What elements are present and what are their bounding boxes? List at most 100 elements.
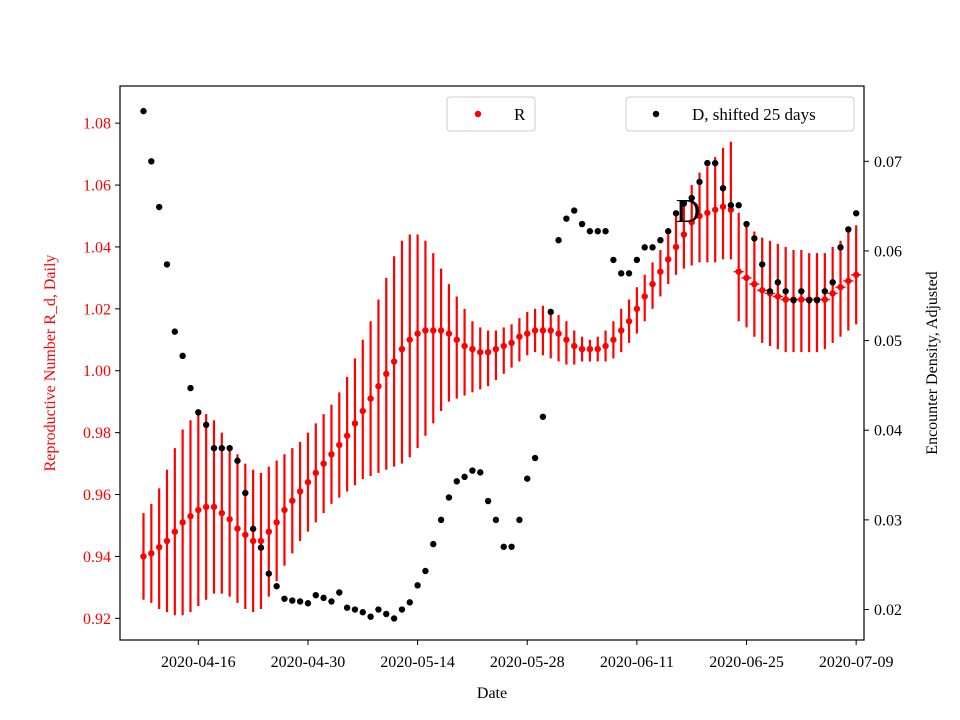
d-point <box>594 228 601 235</box>
d-point <box>234 457 241 464</box>
d-point <box>320 594 327 602</box>
r-point <box>633 305 641 313</box>
legend-r-label: R <box>514 105 526 124</box>
d-point <box>657 236 664 244</box>
d-point <box>610 256 617 264</box>
r-point <box>375 383 382 390</box>
r-point <box>202 503 210 511</box>
r-point <box>273 519 280 526</box>
r-point <box>727 206 735 213</box>
d-point <box>641 244 648 251</box>
x-axis-label: Date <box>477 685 507 702</box>
d-point <box>281 595 288 602</box>
r-point <box>743 274 750 282</box>
r-point <box>477 348 484 356</box>
y-left-tick-label: 0.94 <box>83 549 111 566</box>
y-axis-right: 0.02 0.03 0.04 0.05 0.06 0.07 <box>864 154 902 619</box>
r-point <box>210 503 218 511</box>
r-point <box>367 395 374 402</box>
r-point <box>265 528 272 535</box>
r-point <box>195 506 202 514</box>
r-point <box>234 525 241 532</box>
r-point <box>312 469 319 477</box>
d-point <box>578 220 586 228</box>
r-point <box>289 497 296 504</box>
r-point <box>179 519 186 526</box>
y-left-tick-label: 0.92 <box>83 611 111 628</box>
r-point <box>461 342 468 350</box>
r-point <box>594 345 601 353</box>
r-point <box>163 537 171 545</box>
annotation-d: D <box>676 193 701 230</box>
d-point <box>618 270 625 277</box>
d-point <box>531 454 539 462</box>
d-series-layer <box>140 107 860 622</box>
x-axis: 2020-04-16 2020-04-30 2020-05-14 2020-05-28… <box>161 640 893 671</box>
d-point <box>798 288 805 295</box>
y-right-tick-label: 0.07 <box>874 154 902 171</box>
r-point <box>758 287 766 294</box>
x-tick-label: 2020-05-14 <box>380 654 455 671</box>
d-point <box>477 469 484 476</box>
d-point <box>766 288 774 295</box>
d-point <box>249 525 257 533</box>
d-point <box>304 600 312 607</box>
r-point <box>688 218 695 226</box>
r-point <box>320 460 327 467</box>
d-point <box>633 256 641 264</box>
r-point <box>406 336 413 343</box>
x-tick-label: 2020-06-25 <box>709 654 784 671</box>
d-point <box>406 599 413 606</box>
r-point <box>618 327 625 334</box>
r-point <box>531 327 539 334</box>
r-point <box>516 333 523 340</box>
y-right-tick-label: 0.05 <box>874 333 902 350</box>
plot-frame <box>119 85 865 641</box>
legend-d-label: D, shifted 25 days <box>692 105 816 124</box>
d-point <box>430 540 437 548</box>
r-point <box>547 327 554 334</box>
d-point <box>289 597 296 604</box>
d-point <box>500 543 507 550</box>
d-point <box>492 516 500 524</box>
y-left-tick-label: 1.06 <box>83 178 111 195</box>
r-point <box>571 342 578 350</box>
r-point <box>453 336 460 343</box>
d-point <box>414 582 421 589</box>
legend-d-marker <box>652 110 660 118</box>
d-point <box>390 615 398 622</box>
d-point <box>359 609 366 616</box>
d-point <box>453 478 460 485</box>
d-point <box>751 235 758 242</box>
d-point <box>586 228 594 235</box>
y-right-tick-label: 0.03 <box>874 512 902 529</box>
r-point <box>249 537 257 545</box>
d-point <box>155 203 163 211</box>
y-left-tick-label: 1.00 <box>83 363 111 380</box>
r-point <box>336 441 343 449</box>
r-point <box>610 336 617 343</box>
r-point <box>680 231 688 238</box>
d-point <box>242 489 249 497</box>
legend-r: R <box>446 96 536 132</box>
r-point <box>492 345 500 353</box>
d-point <box>163 261 171 268</box>
r-point <box>657 268 664 275</box>
y-right-tick-label: 0.02 <box>874 602 902 619</box>
r-point <box>555 330 562 337</box>
y-left-tick-label: 1.02 <box>83 301 111 318</box>
r-point <box>672 243 680 251</box>
r-point <box>430 327 437 334</box>
d-point <box>845 226 852 233</box>
x-tick-label: 2020-04-16 <box>161 654 236 671</box>
legend-d: D, shifted 25 days <box>625 96 855 132</box>
r-point <box>665 256 672 263</box>
d-point <box>743 220 750 228</box>
d-point <box>437 516 445 524</box>
d-point <box>774 279 782 286</box>
r-point <box>602 342 609 350</box>
r-point <box>187 513 194 520</box>
d-point <box>602 228 609 235</box>
d-point <box>171 328 179 335</box>
